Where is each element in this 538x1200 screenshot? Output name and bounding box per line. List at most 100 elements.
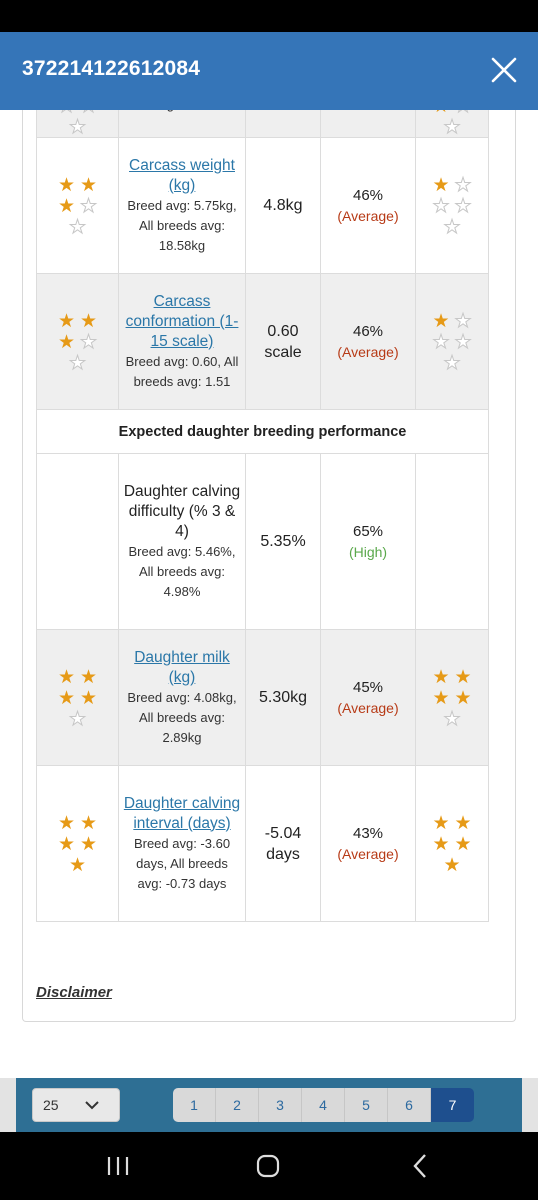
star-icon: ★ xyxy=(79,665,98,688)
star-icon: ★ xyxy=(79,110,97,117)
reliability-percent: 65% xyxy=(352,522,384,540)
trait-cell: Daughter calving difficulty (% 3 & 4) Bre… xyxy=(118,453,246,630)
trait-averages: Breed avg: 5.46%, All breeds avg: 4.98% xyxy=(128,543,236,599)
star-icon: ★ xyxy=(79,686,98,709)
reliability-percent: 45% xyxy=(352,678,384,696)
trait-averages: -15.98, All breeds avg: -1.53 xyxy=(123,110,241,115)
page-button-2[interactable]: 2 xyxy=(216,1088,259,1122)
star-icon: ★ xyxy=(432,811,450,834)
section-row: Expected daughter breeding performance xyxy=(36,409,489,454)
star-icon: ★ xyxy=(443,853,461,876)
star-icon: ★ xyxy=(79,194,98,217)
value-cell: days xyxy=(245,110,321,138)
recent-apps-icon xyxy=(107,1157,129,1175)
star-rating: ★★★★★ xyxy=(430,665,474,730)
trait-link[interactable]: Carcass conformation (1-15 scale) xyxy=(125,292,239,350)
star-rating: ★★★★★ xyxy=(56,110,100,138)
reliability-cell: 46% (Average) xyxy=(320,273,416,410)
page-button-6[interactable]: 6 xyxy=(388,1088,431,1122)
table-row: ★ ★ ★ ★ ★ Daughter milk (kg) Breed avg: 4.08kg… xyxy=(36,629,489,766)
page-button-7[interactable]: 7 xyxy=(431,1088,474,1122)
star-icon: ★ xyxy=(57,110,75,117)
reliability-cell: 45% (Average) xyxy=(320,629,416,766)
rating-stars-cell: ★★★★★ xyxy=(415,273,489,410)
value-cell: 5.30kg xyxy=(245,629,321,766)
ebv-card: ★★★★★-15.98, All breeds avg: -1.53days(H… xyxy=(22,110,516,1022)
rating-stars-cell: ★★★★★ xyxy=(415,110,489,138)
table-row: ★ ★ ★ ★ ★ Carcass conformation (1-15 scale) Br… xyxy=(36,273,489,410)
star-icon: ★ xyxy=(57,665,76,688)
trait-link[interactable]: Daughter milk (kg) xyxy=(134,648,230,686)
star-rating: ★★★★★ xyxy=(56,665,100,730)
rating-stars-cell: ★★★★★ xyxy=(415,629,489,766)
modal-title: 372214122612084 xyxy=(22,57,201,80)
back-button[interactable] xyxy=(400,1148,440,1184)
star-rating: ★★★★★ xyxy=(430,110,474,138)
reliability-label: (Average) xyxy=(337,699,399,716)
star-icon: ★ xyxy=(454,686,472,709)
ebv-value: 0.60 scale xyxy=(264,322,302,361)
reliability-label: (Average) xyxy=(337,845,399,862)
rating-stars-cell: ★★★★★ xyxy=(415,137,489,274)
trait-link[interactable]: Carcass weight (kg) xyxy=(129,156,235,194)
star-icon: ★ xyxy=(68,853,87,876)
page-button-4[interactable]: 4 xyxy=(302,1088,345,1122)
system-nav-bar xyxy=(0,1132,538,1200)
reliability-percent: 46% xyxy=(352,322,384,340)
trait-cell: Carcass weight (kg) Breed avg: 5.75kg, Al… xyxy=(118,137,246,274)
star-icon: ★ xyxy=(79,330,98,353)
star-icon: ★ xyxy=(432,173,450,196)
status-bar xyxy=(0,0,538,32)
value-cell: 0.60 scale xyxy=(245,273,321,410)
home-button[interactable] xyxy=(248,1148,288,1184)
star-icon: ★ xyxy=(432,309,450,332)
star-icon: ★ xyxy=(432,686,450,709)
close-button[interactable] xyxy=(488,54,520,86)
back-icon xyxy=(413,1154,426,1178)
star-rating: ★★★★★ xyxy=(56,173,100,238)
reliability-cell: 43% (Average) xyxy=(320,765,416,922)
page-button-3[interactable]: 3 xyxy=(259,1088,302,1122)
star-icon: ★ xyxy=(57,173,76,196)
page-button-1[interactable]: 1 xyxy=(173,1088,216,1122)
trait-cell: -15.98, All breeds avg: -1.53 xyxy=(118,110,246,138)
ebv-value: -5.04 days xyxy=(264,824,302,863)
table-row: ★ ★ ★ ★ ★ Carcass weight (kg) Breed avg: 5.75k… xyxy=(36,137,489,274)
ebv-value: 5.30kg xyxy=(258,689,308,706)
star-icon: ★ xyxy=(79,811,98,834)
section-heading: Expected daughter breeding performance xyxy=(36,409,489,454)
rating-stars-cell xyxy=(415,453,489,630)
rating-stars-cell: ★★★★★ xyxy=(415,765,489,922)
index-stars-cell: ★★★★★ xyxy=(36,110,119,138)
star-icon: ★ xyxy=(68,215,87,238)
star-icon: ★ xyxy=(432,330,450,353)
modal-body[interactable]: ★★★★★-15.98, All breeds avg: -1.53days(H… xyxy=(0,110,538,1078)
star-icon: ★ xyxy=(68,351,87,374)
home-icon xyxy=(256,1154,280,1178)
value-cell: 4.8kg xyxy=(245,137,321,274)
reliability-label: (Average) xyxy=(337,343,399,360)
index-stars-cell xyxy=(36,453,119,630)
star-icon: ★ xyxy=(443,215,461,238)
page-size-select[interactable]: 25 xyxy=(32,1088,120,1122)
trait-averages: Breed avg: 4.08kg, All breeds avg: 2.89k… xyxy=(127,689,237,745)
star-icon: ★ xyxy=(57,832,76,855)
star-icon: ★ xyxy=(454,330,472,353)
star-icon: ★ xyxy=(57,811,76,834)
value-cell: -5.04 days xyxy=(245,765,321,922)
star-rating: ★★★★★ xyxy=(430,813,474,875)
ebv-value: 4.8kg xyxy=(263,197,303,214)
index-stars-cell: ★★★★★ xyxy=(36,273,119,410)
star-icon: ★ xyxy=(57,686,76,709)
recent-apps-button[interactable] xyxy=(98,1148,138,1184)
star-icon: ★ xyxy=(443,351,461,374)
star-icon: ★ xyxy=(432,665,450,688)
star-icon: ★ xyxy=(454,309,472,332)
table-row: ★ ★ ★ ★ ★ Daughter calving interval (days) Bre… xyxy=(36,765,489,922)
disclaimer-link[interactable]: Disclaimer xyxy=(36,984,112,1001)
star-icon: ★ xyxy=(454,194,472,217)
ebv-value: 5.35% xyxy=(260,533,306,550)
trait-link[interactable]: Daughter calving interval (days) xyxy=(123,794,241,832)
page-button-5[interactable]: 5 xyxy=(345,1088,388,1122)
